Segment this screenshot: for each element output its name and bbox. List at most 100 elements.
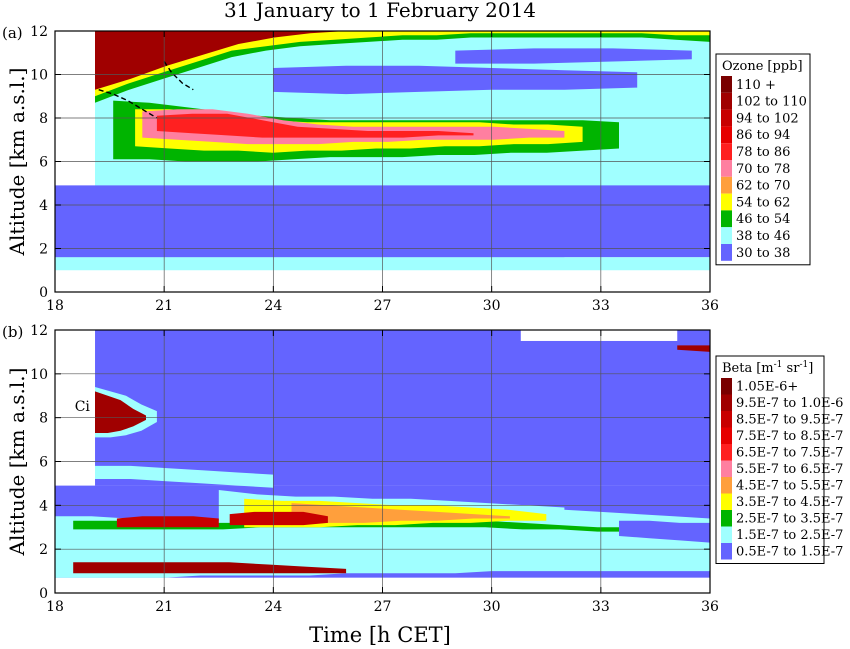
x-tick-label: 18 xyxy=(46,599,64,615)
legend-swatch xyxy=(721,227,732,244)
legend-entry-label: 94 to 102 xyxy=(736,111,799,126)
legend-entry-label: 8.5E-7 to 9.5E-7 xyxy=(736,413,843,428)
legend-entry-label: 1.5E-7 to 2.5E-7 xyxy=(736,528,843,543)
y-tick-label: 10 xyxy=(30,68,48,84)
y-tick-label: 12 xyxy=(30,24,48,40)
legend-title-main: Ozone xyxy=(722,59,764,74)
contour-band-6 xyxy=(116,516,219,528)
field-base-upper xyxy=(95,330,710,486)
legend: Beta [m-1 sr-1]1.05E-6+9.5E-7 to 1.0E-68.… xyxy=(715,355,843,564)
y-tick-label: 6 xyxy=(39,455,48,471)
legend-title-exp1: -1 xyxy=(774,360,783,370)
x-tick-label: 33 xyxy=(592,599,610,615)
y-tick-label: 0 xyxy=(39,586,48,602)
y-tick-label: 6 xyxy=(39,155,48,171)
legend-box xyxy=(715,355,825,564)
legend-swatch xyxy=(721,76,732,93)
legend-title-end: ] xyxy=(808,361,813,376)
legend-swatch xyxy=(721,543,732,560)
x-tick-label: 27 xyxy=(374,599,392,615)
y-tick-label: 12 xyxy=(30,323,48,339)
y-tick-label: 4 xyxy=(39,498,48,514)
cirrus-top-band xyxy=(677,345,710,352)
panel-label: (a) xyxy=(2,24,23,42)
legend-entry-label: 102 to 110 xyxy=(736,95,807,110)
legend-swatch xyxy=(721,126,732,144)
y-tick-label: 2 xyxy=(39,242,48,258)
legend-swatch xyxy=(721,160,732,177)
legend-swatch xyxy=(721,210,732,228)
legend-swatch xyxy=(721,460,732,477)
contour-band-11 xyxy=(95,391,146,433)
legend-entry-label: 0.5E-7 to 1.5E-7 xyxy=(736,545,843,560)
legend-title-unit: [ppb] xyxy=(767,59,802,74)
contour-band-5 xyxy=(291,503,510,526)
legend-entry-label: 78 to 86 xyxy=(736,145,790,160)
contour-band-9 xyxy=(73,562,347,574)
legend-swatch xyxy=(721,427,732,444)
contour-band-9 xyxy=(273,65,638,95)
legend-title-mid: sr xyxy=(782,361,800,376)
legend-entry-label: 9.5E-7 to 1.0E-6 xyxy=(736,396,843,411)
x-tick-label: 21 xyxy=(155,599,173,615)
legend-title-main: Beta xyxy=(722,361,752,376)
grid xyxy=(55,31,710,292)
legend-swatch xyxy=(721,143,732,160)
y-tick-label: 0 xyxy=(39,285,48,301)
contour-band-12 xyxy=(619,520,710,543)
contour-band-2 xyxy=(95,31,710,97)
legend-entry-label: 54 to 62 xyxy=(736,195,790,210)
legend-swatch xyxy=(721,92,732,110)
y-axis-label: Altitude [km a.s.l.] xyxy=(5,68,29,257)
legend-title: Ozone [ppb] xyxy=(722,59,803,74)
x-tick-label: 30 xyxy=(483,298,501,314)
contour-band-7 xyxy=(229,511,328,526)
x-tick-label: 27 xyxy=(374,298,392,314)
legend-swatch xyxy=(721,493,732,510)
contour-band-7 xyxy=(156,113,474,138)
legend-entry-label: 70 to 78 xyxy=(736,162,790,177)
tropopause-dashed-line-0 xyxy=(98,89,158,119)
y-tick-label: 10 xyxy=(30,367,48,383)
legend-entry-label: 4.5E-7 to 5.5E-7 xyxy=(736,479,843,494)
legend-entry-label: 1.05E-6+ xyxy=(736,380,798,395)
legend-entry-label: 3.5E-7 to 4.5E-7 xyxy=(736,495,843,510)
contour-band-1 xyxy=(95,31,710,103)
legend-swatch xyxy=(721,193,732,211)
legend-title-unit: [m xyxy=(756,361,773,376)
legend-swatch xyxy=(721,176,732,194)
contour-band-12 xyxy=(55,257,710,271)
x-tick-label: 33 xyxy=(592,298,610,314)
legend-swatch xyxy=(721,526,732,543)
grid xyxy=(55,330,710,593)
x-tick-label: 36 xyxy=(701,298,719,314)
legend-swatch xyxy=(721,510,732,527)
y-tick-label: 8 xyxy=(39,411,48,427)
legend-swatch xyxy=(721,244,732,261)
legend-title-exp2: -1 xyxy=(799,360,808,370)
legend-entry-label: 5.5E-7 to 6.5E-7 xyxy=(736,462,843,477)
figure-title: 31 January to 1 February 2014 xyxy=(224,0,536,22)
panel-label: (b) xyxy=(2,323,23,341)
legend-entry-label: 86 to 94 xyxy=(736,128,790,143)
contour-band-3 xyxy=(95,31,347,90)
contour-band-10 xyxy=(455,48,692,64)
x-tick-label: 18 xyxy=(46,298,64,314)
cirrus-annotation: Ci xyxy=(75,399,91,415)
x-axis-label: Time [h CET] xyxy=(309,623,451,647)
legend-entry-label: 62 to 70 xyxy=(736,179,790,194)
y-axis-label: Altitude [km a.s.l.] xyxy=(5,368,29,557)
legend-entry-label: 110 + xyxy=(736,78,776,93)
legend-swatch xyxy=(721,394,732,411)
legend-swatch xyxy=(721,109,732,127)
legend-swatch xyxy=(721,444,732,461)
legend-title: Beta [m-1 sr-1] xyxy=(722,360,813,376)
legend-swatch xyxy=(721,411,732,428)
x-tick-label: 24 xyxy=(264,298,282,314)
legend-entry-label: 30 to 38 xyxy=(736,246,790,261)
contour-band-1 xyxy=(95,465,274,488)
heatmap-field xyxy=(55,31,710,271)
y-tick-label: 2 xyxy=(39,542,48,558)
